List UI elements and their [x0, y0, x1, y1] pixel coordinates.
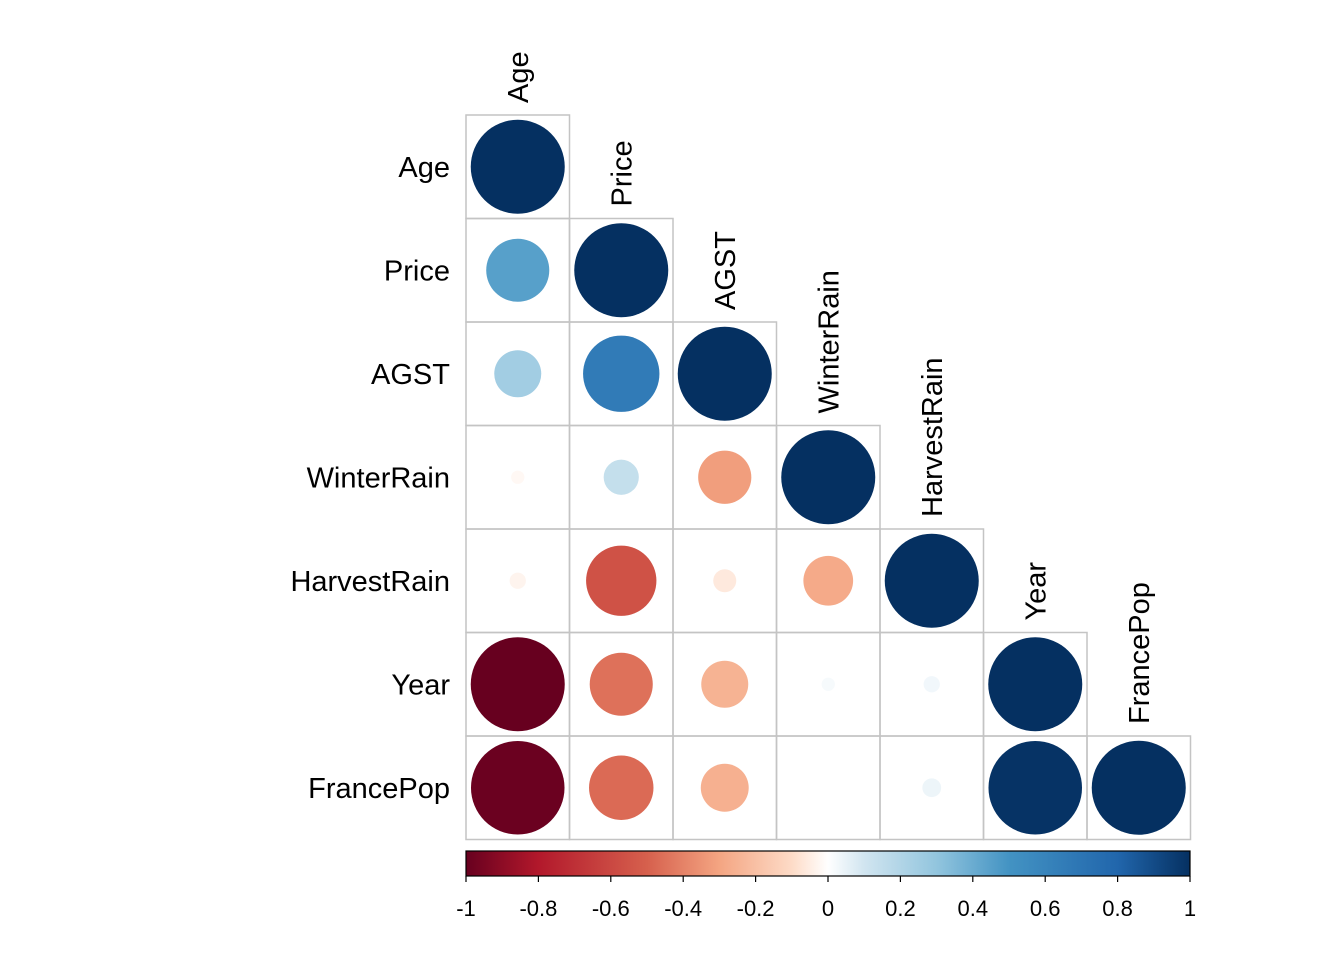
corr-circle-winterrain-agst — [698, 450, 752, 504]
corr-circle-price-price — [574, 223, 669, 318]
colorbar-tick-label: 0.4 — [958, 896, 989, 921]
corr-circle-harvestrain-age — [509, 572, 526, 589]
cell-francepop-winterrain — [775, 735, 881, 841]
corr-circle-winterrain-price — [603, 459, 639, 495]
corr-circle-francepop-year — [988, 740, 1083, 835]
corr-circle-year-agst — [701, 660, 749, 708]
colorbar-tick-label: -0.4 — [664, 896, 702, 921]
row-label-age: Age — [398, 152, 450, 184]
corr-circle-age-age — [470, 119, 565, 214]
colorbar-tick-label: -0.8 — [519, 896, 557, 921]
column-label-winterrain: WinterRain — [813, 270, 845, 413]
corr-circle-harvestrain-winterrain — [803, 555, 854, 606]
colorbar-tick-label: -0.6 — [592, 896, 630, 921]
row-label-winterrain: WinterRain — [307, 462, 450, 494]
corr-circle-agst-price — [583, 335, 660, 412]
colorbar-tick-label: -0.2 — [737, 896, 775, 921]
row-label-harvestrain: HarvestRain — [290, 566, 450, 598]
row-label-francepop: FrancePop — [308, 773, 450, 805]
column-label-harvestrain: HarvestRain — [917, 357, 949, 517]
corr-circle-francepop-price — [589, 755, 654, 820]
colorbar-tick-label: 0.8 — [1102, 896, 1133, 921]
corr-circle-year-age — [470, 637, 565, 732]
column-labels: Age Price AGST WinterRain HarvestRain Year Fra… — [503, 51, 1156, 724]
corr-circle-price-age — [486, 238, 550, 302]
colorbar-tick-label: 1 — [1184, 896, 1196, 921]
column-label-year: Year — [1020, 562, 1052, 621]
corr-circle-winterrain-winterrain — [781, 430, 876, 525]
corr-circle-francepop-agst — [700, 763, 749, 812]
column-label-age: Age — [503, 51, 535, 103]
column-label-price: Price — [606, 140, 638, 206]
corr-circle-winterrain-age — [511, 470, 525, 484]
row-label-agst: AGST — [371, 359, 450, 391]
corr-circle-harvestrain-agst — [713, 569, 737, 593]
corr-circle-year-year — [988, 637, 1083, 732]
colorbar-gradient — [465, 850, 1191, 877]
corr-circle-francepop-age — [470, 740, 565, 835]
colorbar-tick-label: 0.6 — [1030, 896, 1061, 921]
column-label-francepop: FrancePop — [1124, 582, 1156, 724]
corr-circle-harvestrain-harvestrain — [884, 533, 979, 628]
corr-circle-francepop-harvestrain — [922, 778, 942, 798]
row-label-price: Price — [384, 255, 450, 287]
corr-circle-francepop-francepop — [1091, 740, 1186, 835]
corr-circle-year-harvestrain — [923, 676, 940, 693]
colorbar-tick-label: 0 — [822, 896, 834, 921]
colorbar-tick-label: -1 — [456, 896, 476, 921]
row-label-year: Year — [391, 669, 450, 701]
colorbar-ticks: -1 -0.8 -0.6 -0.4 -0.2 0 0.2 0.4 0.6 0.8 1 — [456, 876, 1196, 921]
colorbar: -1 -0.8 -0.6 -0.4 -0.2 0 0.2 0.4 0.6 0.8 1 — [456, 850, 1196, 921]
corr-circle-harvestrain-price — [586, 545, 657, 616]
row-labels: Age Price AGST WinterRain HarvestRain Year Fra… — [290, 152, 450, 805]
colorbar-tick-label: 0.2 — [885, 896, 916, 921]
matrix-cells — [465, 114, 1192, 841]
corr-circle-agst-age — [494, 350, 542, 398]
corr-circle-agst-agst — [677, 326, 772, 421]
corr-circle-year-winterrain — [821, 677, 835, 691]
cell-francepop-francepop — [1086, 735, 1192, 841]
column-label-agst: AGST — [710, 231, 742, 310]
corr-circle-year-price — [589, 652, 653, 716]
